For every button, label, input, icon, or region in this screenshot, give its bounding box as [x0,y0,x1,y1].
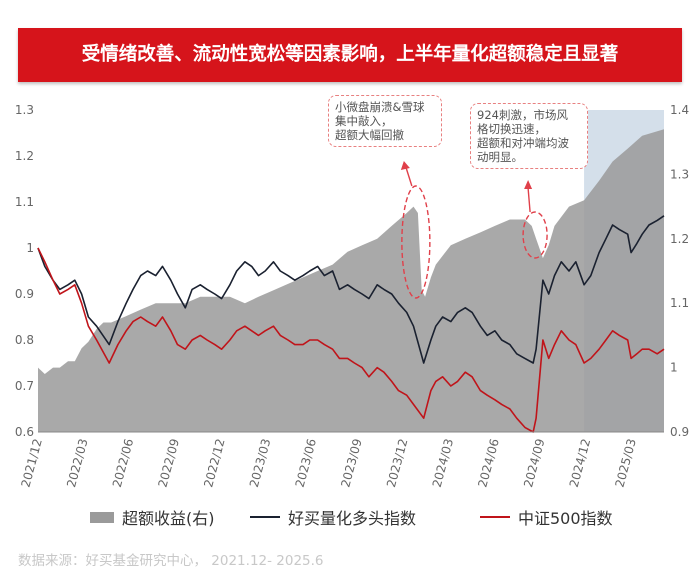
annotation-arrow-head-2 [524,180,533,189]
legend-item-haomai-index: 好买量化多头指数 [250,505,416,529]
annotation-marker-ellipse-1 [401,185,431,299]
legend-label-excess-return: 超额收益(右) [122,509,215,528]
series-area-excess-return [38,129,664,433]
x-tick-label: 2023/09 [338,437,364,489]
chart-title: 受情绪改善、流动性宽松等因素影响，上半年量化超额稳定且显著 [81,44,619,65]
x-tick-label: 2025/03 [612,437,638,489]
title-banner: 受情绪改善、流动性宽松等因素影响，上半年量化超额稳定且显著 [18,28,682,82]
y-right-tick-label: 0.9 [670,425,689,439]
annotation-marker-ellipse-2 [522,211,548,259]
x-tick-label: 2022/09 [156,437,182,489]
x-tick-label: 2023/06 [293,437,319,489]
legend-item-csi500: 中证500指数 [480,505,613,529]
legend-swatch-line-red [480,516,510,518]
y-left-tick-label: 0.7 [15,379,34,393]
annotation-callout-924-stimulus: 924刺激，市场风 格切换迅速， 超额和对冲端均波 动明显。 [470,103,588,169]
y-right-tick-label: 1.2 [670,232,689,246]
y-left-tick-label: 0.6 [15,425,34,439]
y-right-tick-label: 1 [670,361,678,375]
y-right-tick-label: 1.4 [670,103,689,117]
y-left-tick-label: 1.3 [15,103,34,117]
annotation-arrow-head-1 [400,161,410,170]
x-tick-label: 2023/12 [384,437,410,489]
y-left-tick-label: 1.1 [15,195,34,209]
data-source-note: 数据来源：好买基金研究中心， 2021.12- 2025.6 [18,553,324,569]
y-right-tick-label: 1.3 [670,167,689,181]
x-tick-label: 2022/12 [201,437,227,489]
y-right-tick-label: 1.1 [670,296,689,310]
legend-swatch-line-dark [250,516,280,518]
legend-item-excess-return: 超额收益(右) [90,505,215,529]
y-left-tick-label: 0.8 [15,333,34,347]
y-left-tick-label: 0.9 [15,287,34,301]
y-left-tick-label: 1.2 [15,149,34,163]
legend-swatch-area [90,511,114,523]
legend-label-csi500: 中证500指数 [518,509,613,528]
x-tick-label: 2024/09 [521,437,547,489]
series-line-haomai-index [37,215,665,364]
x-tick-label: 2024/06 [475,437,501,489]
x-tick-label: 2024/03 [430,437,456,489]
series-line-csi500 [37,247,665,433]
x-tick-label: 2021/12 [18,437,44,489]
x-tick-label: 2023/03 [247,437,273,489]
annotation-callout-small-cap-crash: 小微盘崩溃&雪球 集中敲入， 超额大幅回撤 [328,95,442,147]
x-tick-label: 2022/03 [64,437,90,489]
annotation-arrow-shaft-2 [527,187,531,213]
legend-label-haomai-index: 好买量化多头指数 [288,509,417,528]
x-tick-label: 2022/06 [110,437,136,489]
x-tick-label: 2024/12 [567,437,593,489]
chart-svg: 0.6 0.7 0.8 0.9 1 1.1 1.2 1.3 0.9 1 1.1 1.2 1.3 1.4 20… [15,103,689,489]
y-left-tick-label: 1 [26,241,34,255]
annotation-arrow-shaft-1 [405,166,413,187]
chart-legend: 超额收益(右) 好买量化多头指数 中证500指数 [0,505,700,529]
